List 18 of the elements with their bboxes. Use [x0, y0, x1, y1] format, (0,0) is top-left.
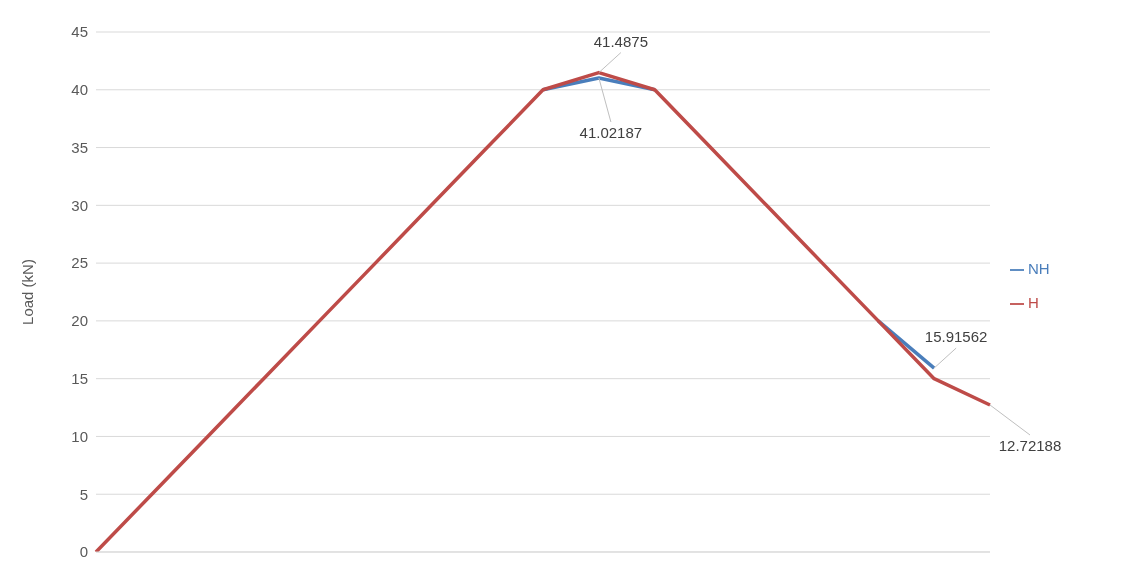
data-label: 41.4875: [593, 32, 648, 50]
y-tick-label: 30: [71, 196, 88, 214]
legend-label: NH: [1028, 260, 1050, 277]
y-tick-label: 15: [71, 369, 88, 387]
y-axis-title: Load (kN): [19, 259, 37, 325]
y-tick-label: 45: [71, 23, 88, 41]
y-tick-label: 20: [71, 312, 88, 330]
y-tick-label: 35: [71, 138, 88, 156]
data-label: 12.72188: [998, 436, 1062, 454]
y-tick-label: 5: [79, 485, 88, 503]
data-label: 41.02187: [579, 123, 643, 141]
y-tick-label: 25: [71, 254, 88, 272]
y-tick-label: 10: [71, 427, 88, 445]
y-tick-label: 40: [71, 81, 88, 99]
line-series: [94, 70, 992, 552]
y-tick-label: 0: [79, 543, 88, 561]
legend-label: H: [1028, 294, 1039, 311]
data-label: 15.91562: [924, 328, 988, 346]
